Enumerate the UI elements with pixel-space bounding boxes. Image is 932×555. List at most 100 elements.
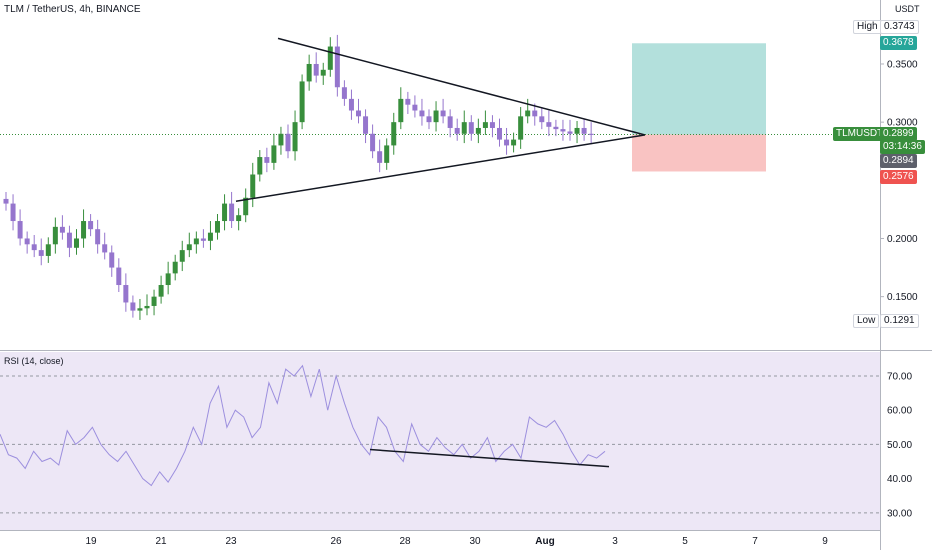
- high-label: High: [853, 20, 882, 34]
- candle-up: [384, 145, 390, 163]
- target-zone: [632, 43, 766, 135]
- rsi-tick-label: 50.00: [887, 440, 912, 451]
- candle-up: [137, 308, 143, 311]
- prev-close-tag: 0.2894: [880, 154, 917, 168]
- last-price-tag: 0.2899: [880, 127, 917, 141]
- time-tick-label: 30: [469, 536, 481, 547]
- candle-down: [440, 110, 446, 117]
- candle-up: [172, 261, 178, 274]
- chart-title: TLM / TetherUS, 4h, BINANCE: [4, 4, 141, 15]
- candle-up: [236, 215, 242, 222]
- candle-down: [66, 232, 72, 248]
- candle-down: [130, 302, 136, 311]
- candle-down: [109, 252, 115, 268]
- candle-down: [447, 116, 453, 128]
- candle-up: [475, 127, 481, 134]
- candle-up: [482, 122, 488, 128]
- candle-down: [17, 221, 23, 239]
- candle-up: [257, 157, 263, 175]
- candle-down: [553, 126, 559, 130]
- price-tick-label: 0.3500: [887, 59, 918, 70]
- price-pane: [0, 0, 880, 349]
- time-tick-label: 28: [399, 536, 411, 547]
- candle-down: [412, 104, 418, 111]
- target-price-tag: 0.3678: [880, 36, 917, 50]
- candle-down: [123, 285, 129, 303]
- candle-up: [165, 273, 171, 286]
- candle-up: [250, 174, 256, 198]
- price-unit: USDT: [895, 4, 920, 14]
- candle-up: [186, 244, 192, 251]
- price-tick-label: 0.1500: [887, 292, 918, 303]
- candle-down: [38, 250, 44, 256]
- candle-down: [3, 198, 9, 204]
- low-value: 0.1291: [880, 314, 919, 328]
- candle-down: [370, 133, 376, 152]
- candle-down: [454, 127, 460, 134]
- stop-price-tag: 0.2576: [880, 170, 917, 184]
- time-tick-label: 23: [225, 536, 237, 547]
- candle-up: [243, 197, 249, 216]
- time-tick-label: Aug: [535, 536, 554, 547]
- time-tick-label: 7: [752, 536, 758, 547]
- candle-up: [391, 122, 397, 146]
- candle-up: [207, 232, 213, 241]
- candle-up: [81, 221, 87, 239]
- candle-down: [95, 229, 101, 245]
- candle-down: [24, 238, 30, 245]
- countdown-tag: 03:14:36: [880, 140, 925, 154]
- candle-up: [461, 122, 467, 134]
- candle-down: [419, 110, 425, 117]
- candle-up: [151, 296, 157, 306]
- candle-down: [348, 98, 354, 111]
- candle-down: [102, 244, 108, 253]
- candle-down: [59, 226, 65, 233]
- rsi-title: RSI (14, close): [4, 356, 64, 366]
- candle-up: [398, 98, 404, 123]
- candle-down: [88, 221, 94, 230]
- time-tick-label: 5: [682, 536, 688, 547]
- stop-zone: [632, 134, 766, 172]
- candle-down: [489, 122, 495, 128]
- time-tick-label: 9: [822, 536, 828, 547]
- rsi-tick-label: 40.00: [887, 474, 912, 485]
- candle-up: [433, 110, 439, 123]
- candle-down: [532, 110, 538, 117]
- rsi-tick-label: 30.00: [887, 508, 912, 519]
- candle-up: [179, 250, 185, 262]
- candle-down: [426, 116, 432, 123]
- candle-down: [356, 110, 361, 117]
- candle-up: [52, 226, 58, 245]
- candle-up: [518, 116, 524, 140]
- triangle-lower-line: [235, 134, 646, 202]
- candle-down: [341, 87, 347, 99]
- candle-up: [299, 81, 305, 123]
- candle-up: [327, 46, 333, 70]
- candle-down: [264, 157, 270, 163]
- candle-down: [581, 127, 587, 134]
- candle-down: [229, 203, 235, 222]
- candle-up: [74, 238, 79, 248]
- candle-up: [271, 145, 277, 163]
- candle-down: [10, 203, 16, 222]
- time-tick-label: 19: [85, 536, 97, 547]
- rsi-divergence-line: [369, 448, 610, 468]
- candle-up: [45, 244, 51, 256]
- candle-up: [525, 110, 531, 117]
- candle-down: [588, 133, 594, 135]
- candle-up: [278, 133, 284, 146]
- symbol-badge[interactable]: TLMUSDT: [833, 127, 887, 141]
- candle-up: [144, 305, 150, 309]
- candle-up: [158, 285, 164, 297]
- candle-up: [574, 127, 580, 134]
- candle-down: [334, 46, 340, 88]
- rsi-tick-label: 60.00: [887, 406, 912, 417]
- candle-down: [377, 151, 383, 163]
- time-tick-label: 21: [155, 536, 167, 547]
- candle-down: [285, 133, 291, 152]
- rsi-line: [0, 364, 606, 487]
- candle-down: [560, 129, 566, 132]
- candle-down: [497, 127, 502, 140]
